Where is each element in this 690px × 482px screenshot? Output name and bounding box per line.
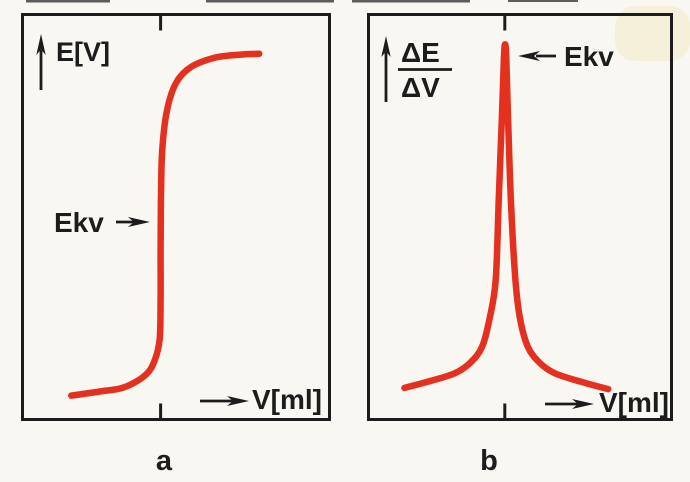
scan-artifact [206, 0, 334, 3]
panel-b-caption: b [480, 445, 498, 477]
y-axis-up-arrow-icon [36, 34, 46, 90]
panel-a-x-axis-label: V[ml] [252, 384, 322, 415]
left-arrow-icon [518, 51, 556, 61]
panel-b-x-axis-arrow-icon [545, 399, 594, 409]
panel-b-ekv-label: Ekv [564, 41, 614, 72]
panel-a-caption: a [156, 445, 173, 477]
titration-curve [68, 50, 263, 399]
arrow-head [36, 34, 46, 55]
derivative-curve [401, 41, 612, 393]
panel-b-x-axis-label: V[ml] [599, 387, 669, 418]
panel-a-ekv-label: Ekv [54, 207, 104, 238]
panel-b-y-axis-fraction-label: ΔE ΔV [398, 37, 452, 103]
arrow-head [227, 396, 249, 406]
panel-a-ekv-annotation: Ekv [54, 207, 150, 238]
right-arrow-icon [116, 217, 150, 227]
arrow-head [381, 36, 391, 57]
panel-a-y-axis-label: E[V] [56, 37, 110, 67]
fraction-numerator: ΔE [401, 37, 440, 68]
scan-artifact [508, 0, 578, 2]
arrow-head [518, 51, 540, 61]
panel-b-frame [367, 13, 673, 421]
scan-artifact [26, 0, 110, 3]
scan-artifact [352, 0, 470, 3]
panel-b-ekv-annotation: Ekv [518, 41, 614, 72]
panel-a-frame [21, 13, 331, 421]
panel-a-x-axis-arrow-icon [200, 396, 249, 406]
fraction-denominator: ΔV [401, 72, 440, 103]
arrow-head [128, 217, 150, 227]
panel-b: ΔE ΔV Ekv V[ml] b [367, 13, 673, 477]
arrow-head [572, 399, 594, 409]
y-axis-up-arrow-icon [381, 36, 391, 102]
panel-a: E[V] Ekv V[ml] a [21, 13, 331, 477]
